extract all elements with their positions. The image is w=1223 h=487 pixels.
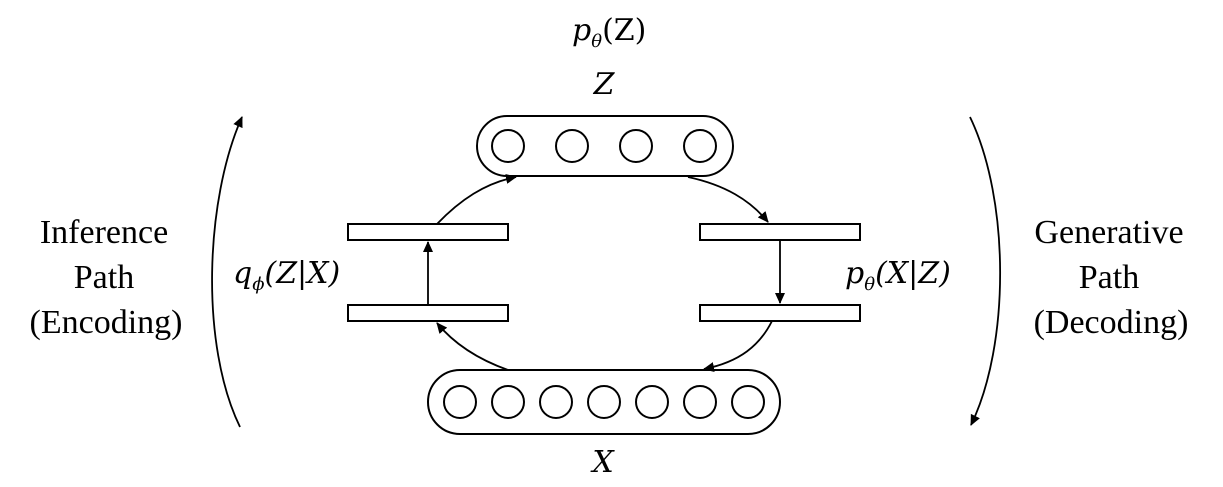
encoder-q: q <box>233 256 252 291</box>
inference-label-line2: Path <box>74 259 134 296</box>
latent-label: Z <box>593 67 616 102</box>
latent-units <box>491 129 717 163</box>
observed-unit-3 <box>539 385 573 419</box>
arrow-encoder-to-latent <box>436 173 517 225</box>
decoder-label: pθ(X|Z) <box>845 256 951 295</box>
arrow-decoder-to-observed <box>703 320 773 372</box>
encoder-label: qϕ(Z|X) <box>233 256 340 295</box>
generative-label-line1: Generative <box>1034 214 1183 251</box>
inference-label-line3: (Encoding) <box>30 304 183 341</box>
observed-layer <box>427 369 781 435</box>
decoder-p: p <box>845 256 864 291</box>
encoder-arg: (Z|X) <box>265 256 341 291</box>
generative-label-line2: Path <box>1079 259 1139 296</box>
latent-layer <box>476 115 734 177</box>
latent-unit-1 <box>491 129 525 163</box>
observed-unit-5 <box>635 385 669 419</box>
observed-units <box>443 385 765 419</box>
decoder-hidden-upper <box>699 223 861 241</box>
latent-unit-3 <box>619 129 653 163</box>
encoder-phi-subscript: ϕ <box>252 274 264 295</box>
latent-unit-2 <box>555 129 589 163</box>
generative-label-line3: (Decoding) <box>1034 304 1189 341</box>
decoder-hidden-lower <box>699 304 861 322</box>
observed-unit-4 <box>587 385 621 419</box>
decoder-arg: (X|Z) <box>875 256 951 291</box>
observed-label: X <box>590 445 615 480</box>
observed-unit-7 <box>731 385 765 419</box>
prior-theta-subscript: θ <box>591 31 602 52</box>
observed-unit-1 <box>443 385 477 419</box>
latent-unit-4 <box>683 129 717 163</box>
observed-unit-2 <box>491 385 525 419</box>
inference-label-line1: Inference <box>40 214 168 251</box>
encoder-hidden-lower <box>347 304 509 322</box>
observed-unit-6 <box>683 385 717 419</box>
decoder-theta-subscript: θ <box>864 274 875 295</box>
generative-path-arrow <box>969 116 1001 426</box>
arrow-observed-to-encoder <box>436 322 509 371</box>
prior-label: pθ(Z) <box>572 13 646 52</box>
encoder-hidden-upper <box>347 223 509 241</box>
prior-arg: (Z) <box>602 13 646 48</box>
arrow-latent-to-decoder <box>687 176 769 223</box>
inference-path-arrow <box>211 116 243 428</box>
prior-p: p <box>572 13 591 48</box>
